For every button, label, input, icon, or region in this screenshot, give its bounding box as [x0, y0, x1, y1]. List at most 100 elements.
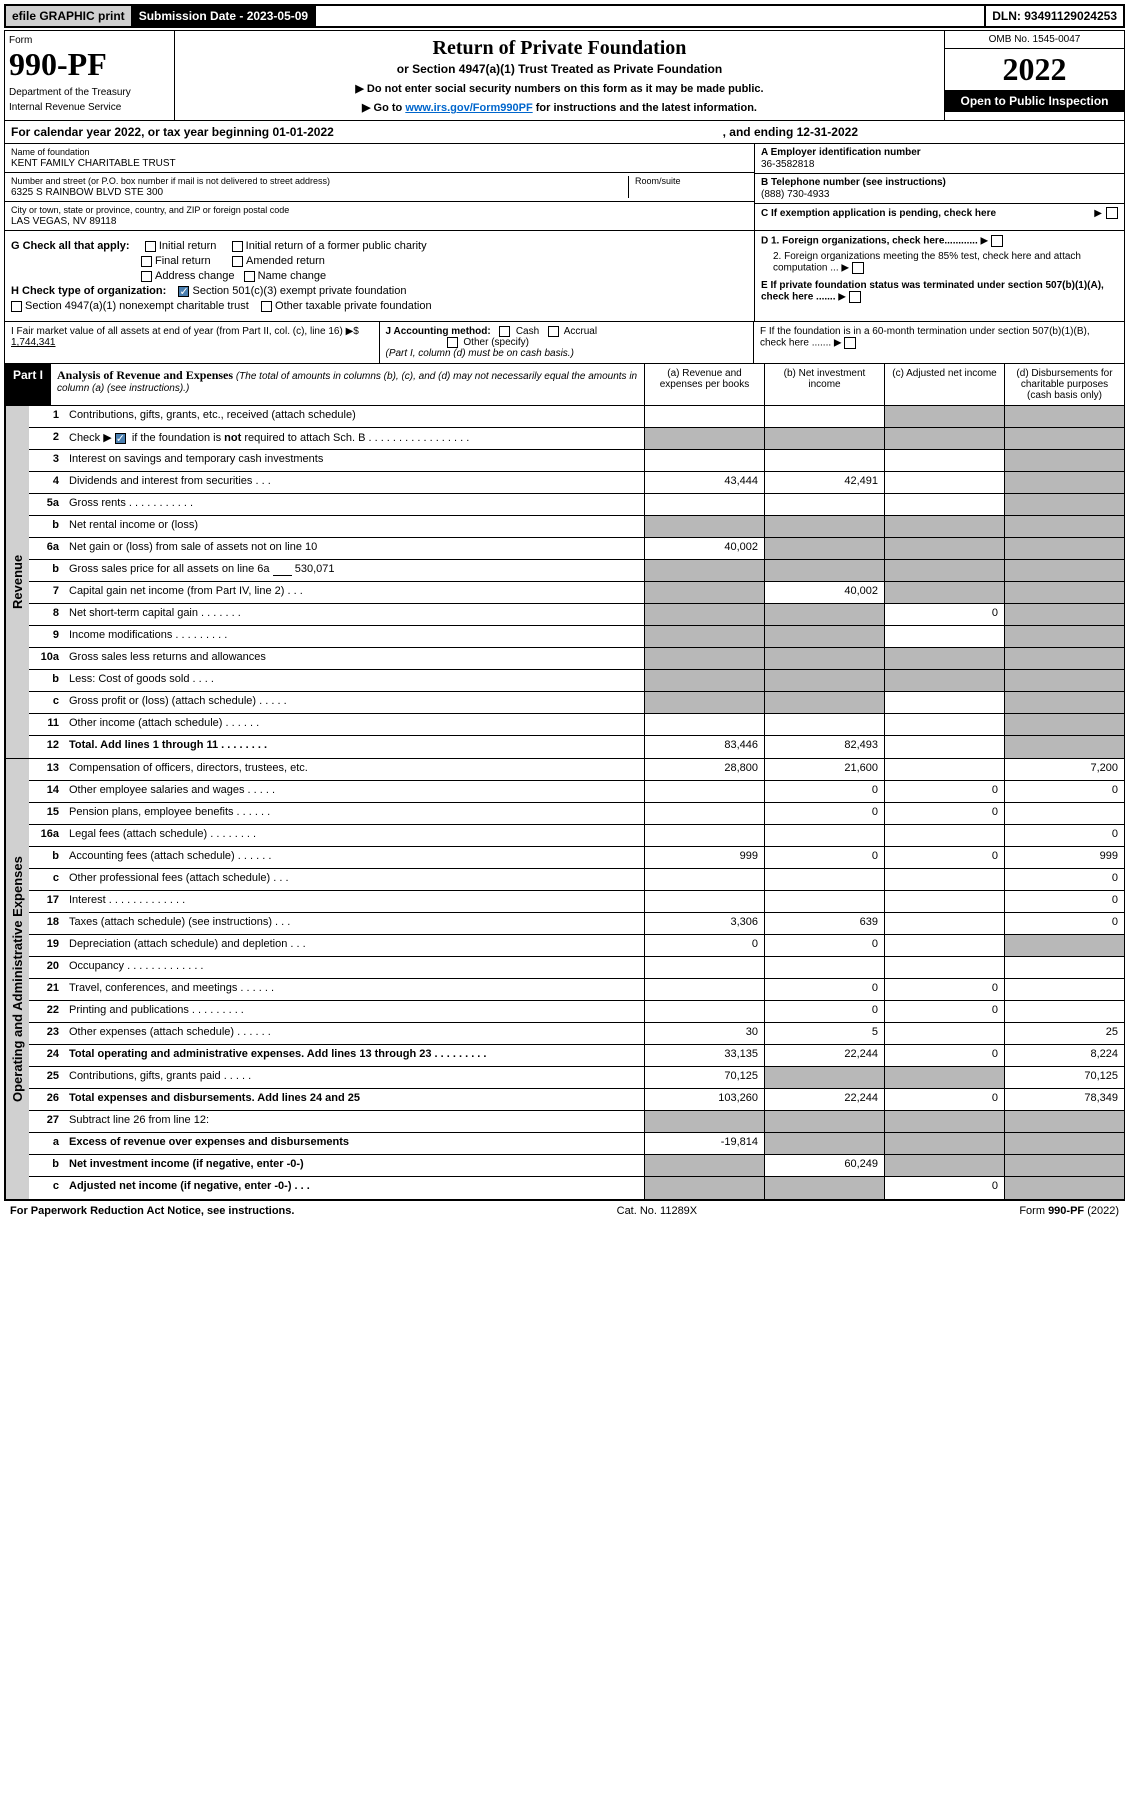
4947-checkbox[interactable] [11, 301, 22, 312]
row-number: 11 [29, 714, 65, 735]
row-number: 26 [29, 1089, 65, 1110]
table-row: 11Other income (attach schedule) . . . .… [29, 714, 1124, 736]
data-cell [644, 692, 764, 713]
row-number: 10a [29, 648, 65, 669]
table-row: 13Compensation of officers, directors, t… [29, 759, 1124, 781]
table-row: 14Other employee salaries and wages . . … [29, 781, 1124, 803]
data-cell [1004, 670, 1124, 691]
f-checkbox[interactable] [844, 337, 856, 349]
data-cell [884, 957, 1004, 978]
efile-label: efile GRAPHIC print [6, 6, 133, 26]
data-cell [1004, 626, 1124, 647]
tax-year: 2022 [945, 49, 1124, 90]
row-number: 15 [29, 803, 65, 824]
data-cell: 83,446 [644, 736, 764, 758]
form-note2: ▶ Go to www.irs.gov/Form990PF for instru… [181, 101, 938, 114]
other-method-checkbox[interactable] [447, 337, 458, 348]
data-cell [1004, 957, 1124, 978]
data-cell [764, 670, 884, 691]
footer: For Paperwork Reduction Act Notice, see … [4, 1200, 1125, 1221]
data-cell: 40,002 [764, 582, 884, 603]
row-number: 18 [29, 913, 65, 934]
data-cell: 5 [764, 1023, 884, 1044]
d1-checkbox[interactable] [991, 235, 1003, 247]
row-label: Total. Add lines 1 through 11 . . . . . … [65, 736, 644, 758]
accrual-checkbox[interactable] [548, 326, 559, 337]
open-public: Open to Public Inspection [945, 90, 1124, 112]
row-number: 21 [29, 979, 65, 1000]
d2-checkbox[interactable] [852, 262, 864, 274]
cash-checkbox[interactable] [499, 326, 510, 337]
row-number: 16a [29, 825, 65, 846]
part1-title: Analysis of Revenue and Expenses [57, 368, 233, 382]
row-number: 3 [29, 450, 65, 471]
table-row: 3Interest on savings and temporary cash … [29, 450, 1124, 472]
other-taxable-checkbox[interactable] [261, 301, 272, 312]
telephone: (888) 730-4933 [761, 189, 1118, 200]
row-number: 27 [29, 1111, 65, 1132]
data-cell [884, 450, 1004, 471]
row-number: 19 [29, 935, 65, 956]
table-row: 10aGross sales less returns and allowanc… [29, 648, 1124, 670]
data-cell [884, 913, 1004, 934]
data-cell [644, 869, 764, 890]
row-number: 23 [29, 1023, 65, 1044]
data-cell [1004, 494, 1124, 515]
data-cell [644, 648, 764, 669]
data-cell: 3,306 [644, 913, 764, 934]
data-cell [884, 1067, 1004, 1088]
501c3-checkbox[interactable] [178, 286, 189, 297]
data-cell [764, 1111, 884, 1132]
e-checkbox[interactable] [849, 291, 861, 303]
table-row: aExcess of revenue over expenses and dis… [29, 1133, 1124, 1155]
city-label: City or town, state or province, country… [11, 205, 748, 215]
name-change-checkbox[interactable] [244, 271, 255, 282]
row-label: Net short-term capital gain . . . . . . … [65, 604, 644, 625]
data-cell [884, 759, 1004, 780]
table-row: 9Income modifications . . . . . . . . . [29, 626, 1124, 648]
amended-checkbox[interactable] [232, 256, 243, 267]
row-label: Gross sales price for all assets on line… [65, 560, 644, 581]
initial-return-checkbox[interactable] [145, 241, 156, 252]
ein-label: A Employer identification number [761, 147, 1118, 158]
table-row: 19Depreciation (attach schedule) and dep… [29, 935, 1124, 957]
data-cell [884, 516, 1004, 537]
data-cell [644, 516, 764, 537]
row-number: 17 [29, 891, 65, 912]
table-row: bGross sales price for all assets on lin… [29, 560, 1124, 582]
row-number: b [29, 847, 65, 868]
data-cell: 0 [764, 847, 884, 868]
data-cell: 78,349 [1004, 1089, 1124, 1110]
table-row: cGross profit or (loss) (attach schedule… [29, 692, 1124, 714]
row-label: Gross profit or (loss) (attach schedule)… [65, 692, 644, 713]
data-cell [644, 450, 764, 471]
data-cell: 0 [1004, 913, 1124, 934]
data-cell [1004, 516, 1124, 537]
table-row: bAccounting fees (attach schedule) . . .… [29, 847, 1124, 869]
data-cell [1004, 979, 1124, 1000]
data-cell [1004, 736, 1124, 758]
exemption-checkbox[interactable] [1106, 207, 1118, 219]
data-cell [1004, 538, 1124, 559]
final-return-checkbox[interactable] [141, 256, 152, 267]
data-cell [1004, 935, 1124, 956]
row-label: Compensation of officers, directors, tru… [65, 759, 644, 780]
row-label: Net investment income (if negative, ente… [65, 1155, 644, 1176]
data-cell [644, 406, 764, 427]
data-cell: 0 [1004, 825, 1124, 846]
city: LAS VEGAS, NV 89118 [11, 216, 748, 227]
data-cell: 0 [1004, 891, 1124, 912]
data-cell [1004, 450, 1124, 471]
data-cell [764, 957, 884, 978]
table-row: 6aNet gain or (loss) from sale of assets… [29, 538, 1124, 560]
data-cell [764, 538, 884, 559]
tel-label: B Telephone number (see instructions) [761, 177, 1118, 188]
expenses-table: Operating and Administrative Expenses 13… [4, 759, 1125, 1200]
data-cell: 0 [884, 803, 1004, 824]
initial-former-checkbox[interactable] [232, 241, 243, 252]
data-cell [764, 450, 884, 471]
data-cell: 22,244 [764, 1089, 884, 1110]
row-number: 12 [29, 736, 65, 758]
irs-link[interactable]: www.irs.gov/Form990PF [405, 102, 532, 114]
address-change-checkbox[interactable] [141, 271, 152, 282]
